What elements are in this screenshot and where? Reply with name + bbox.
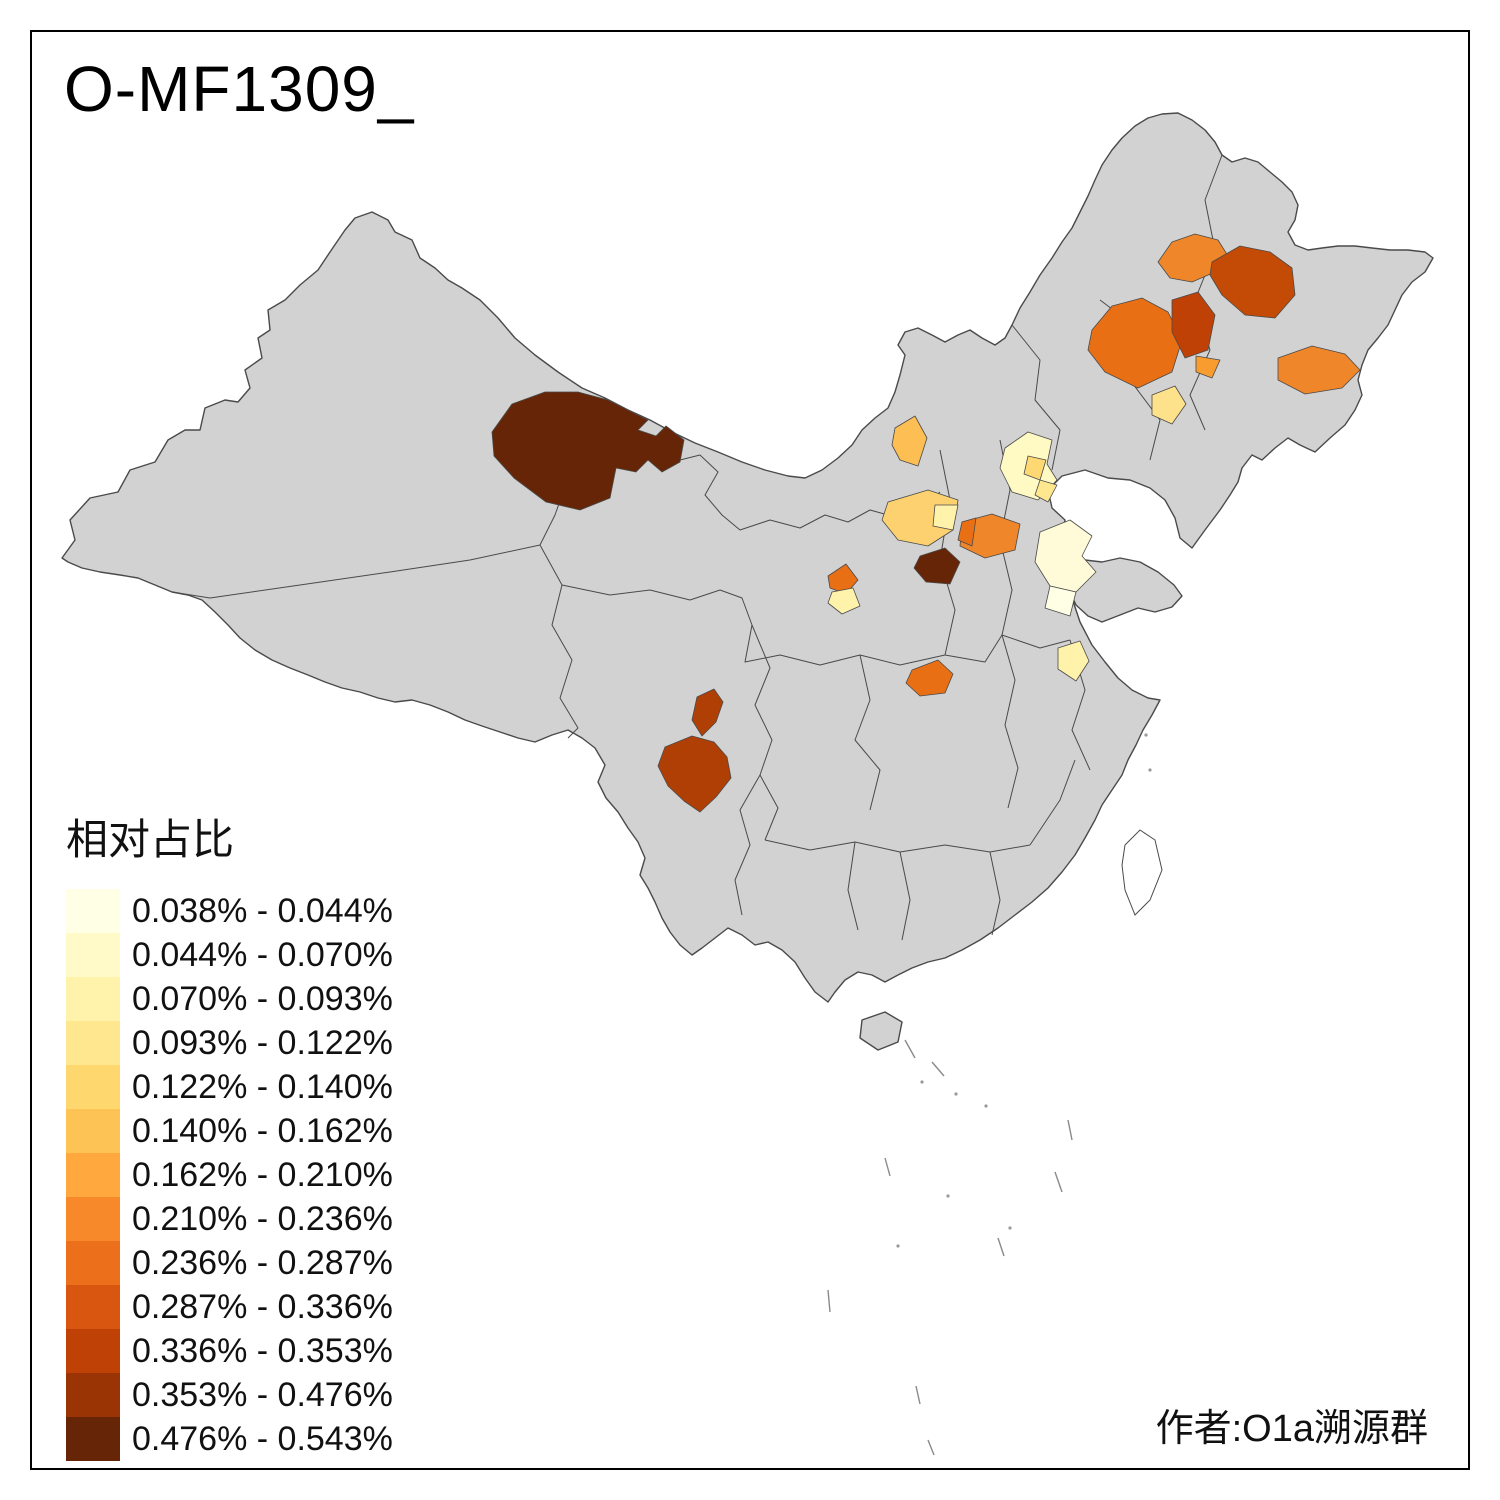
legend-item: 0.210% - 0.236% (66, 1197, 393, 1241)
legend-swatch (66, 1197, 120, 1241)
region-central-shanxi-dark (913, 547, 961, 585)
page-title: O-MF1309_ (64, 53, 415, 125)
legend-label: 0.336% - 0.353% (132, 1331, 393, 1370)
legend-item: 0.353% - 0.476% (66, 1373, 393, 1417)
legend-item: 0.070% - 0.093% (66, 977, 393, 1021)
legend-label: 0.162% - 0.210% (132, 1155, 393, 1194)
legend-swatch (66, 1285, 120, 1329)
legend-label: 0.210% - 0.236% (132, 1199, 393, 1238)
legend-swatch (66, 1109, 120, 1153)
legend-item: 0.044% - 0.070% (66, 933, 393, 977)
legend-swatch (66, 1373, 120, 1417)
region-shijiazhuang-dark-edge (957, 517, 977, 547)
legend-label: 0.044% - 0.070% (132, 935, 393, 974)
legend-label: 0.353% - 0.476% (132, 1375, 393, 1414)
legend-item: 0.236% - 0.287% (66, 1241, 393, 1285)
region-shanxi-light-orange (881, 489, 959, 547)
hainan-island (859, 1011, 903, 1051)
legend-item: 0.287% - 0.336% (66, 1285, 393, 1329)
region-northeast-east-orange (1277, 345, 1361, 395)
legend-label: 0.038% - 0.044% (132, 891, 393, 930)
legend-item: 0.162% - 0.210% (66, 1153, 393, 1197)
region-northeast-small-orange (1195, 355, 1221, 379)
legend-swatch (66, 1153, 120, 1197)
legend-label: 0.236% - 0.287% (132, 1243, 393, 1282)
legend-swatch (66, 889, 120, 933)
legend-item: 0.093% - 0.122% (66, 1021, 393, 1065)
region-east-cream-1 (1034, 519, 1097, 593)
region-shaanxi-small-orange (827, 563, 859, 595)
legend-item: 0.140% - 0.162% (66, 1109, 393, 1153)
legend-swatch (66, 1329, 120, 1373)
author-credit: 作者:O1a溯源群 (1155, 1408, 1428, 1450)
legend-label: 0.093% - 0.122% (132, 1023, 393, 1062)
region-shaanxi-small-yellow (827, 587, 861, 615)
region-hebei-yellow-spot-2 (1034, 479, 1058, 503)
legend-label: 0.140% - 0.162% (132, 1111, 393, 1150)
legend-label: 0.070% - 0.093% (132, 979, 393, 1018)
legend-item: 0.476% - 0.543% (66, 1417, 393, 1461)
region-inner-mongolia-small-orange (891, 415, 928, 467)
region-east-cream-2 (1044, 585, 1077, 617)
region-west-inner-mongolia-dark (491, 391, 685, 511)
legend-swatch (66, 1417, 120, 1461)
region-east-pale-small (1057, 640, 1090, 682)
legend-item: 0.038% - 0.044% (66, 889, 393, 933)
region-northeast-dark-strip (1171, 291, 1216, 359)
legend-swatch (66, 1241, 120, 1285)
legend-item: 0.336% - 0.353% (66, 1329, 393, 1373)
legend-swatch (66, 1021, 120, 1065)
legend-swatch (66, 977, 120, 1021)
taiwan-island (1121, 829, 1163, 916)
legend-item: 0.122% - 0.140% (66, 1065, 393, 1109)
legend-swatch (66, 1065, 120, 1109)
region-northeast-big-orange (1087, 297, 1183, 389)
legend-label: 0.122% - 0.140% (132, 1067, 393, 1106)
region-chongqing-orange (905, 659, 954, 697)
region-northeast-right-dark-orange (1209, 245, 1296, 319)
legend-label: 0.287% - 0.336% (132, 1287, 393, 1326)
region-shanxi-pale-yellow (932, 504, 959, 531)
legend-rows: 0.038% - 0.044% 0.044% - 0.070% 0.070% -… (66, 889, 393, 1461)
legend: 相对占比 0.038% - 0.044% 0.044% - 0.070% 0.0… (66, 806, 393, 1461)
nine-dash-line (827, 733, 1152, 1456)
legend-title: 相对占比 (66, 816, 235, 863)
region-southwest-sichuan-dark (657, 688, 732, 813)
legend-label: 0.476% - 0.543% (132, 1419, 393, 1458)
region-northeast-pale-yellow (1151, 385, 1187, 425)
legend-swatch (66, 933, 120, 977)
